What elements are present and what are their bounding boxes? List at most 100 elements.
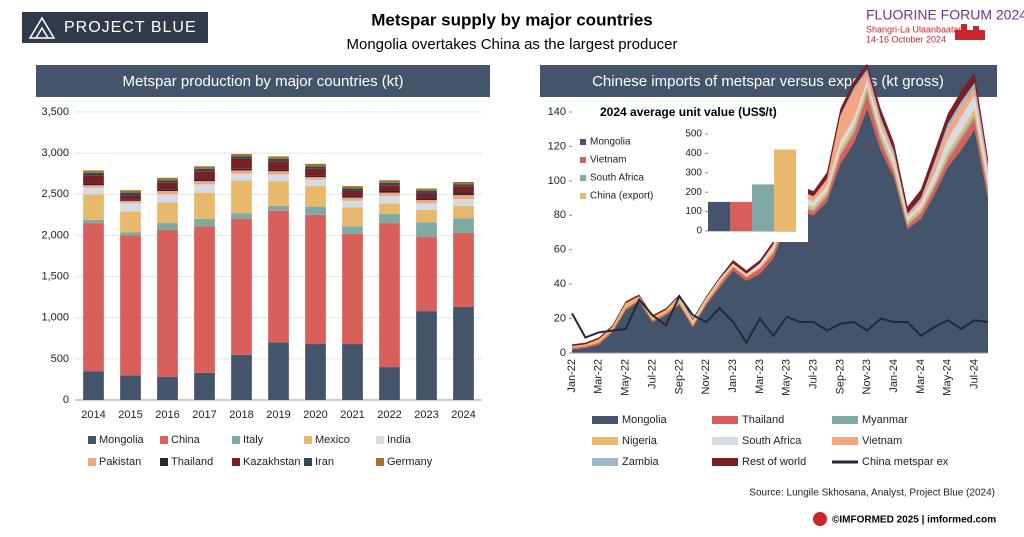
y-tick-label: 2,000	[41, 229, 69, 241]
bar-segment	[157, 223, 178, 230]
line	[571, 294, 989, 345]
legend-label: Kazakhstan	[243, 456, 300, 468]
legend-swatch	[580, 139, 586, 145]
bar-segment	[416, 200, 437, 204]
bar-segment	[342, 226, 363, 234]
bar-segment	[453, 232, 474, 308]
y-tick-label: 100	[548, 175, 566, 187]
bar-segment	[453, 195, 474, 200]
y-tick-label: 80	[554, 209, 566, 221]
bar-segment	[120, 199, 141, 201]
x-tick-label: Nov-23	[861, 359, 873, 394]
bar-segment	[120, 235, 141, 376]
y-tick-label: 0	[63, 394, 69, 406]
y-tick-label: 40	[554, 278, 566, 290]
y-tick-label: 1,000	[41, 312, 69, 324]
bar-segment	[453, 218, 474, 233]
bar-segment	[157, 189, 178, 191]
bar-segment	[379, 180, 400, 183]
y-tick-label: 500	[51, 353, 69, 365]
legend-label: Italy	[243, 434, 264, 446]
bar	[774, 149, 796, 231]
bar-segment	[194, 372, 215, 400]
y-tick-label: 60	[554, 244, 566, 256]
bar-segment	[305, 179, 326, 187]
x-tick-label: Jan-24	[888, 359, 900, 393]
bar-segment	[416, 237, 437, 312]
legend-swatch	[592, 437, 618, 445]
bar-segment	[379, 190, 400, 193]
legend-label: Rest of world	[742, 456, 806, 468]
bar-segment	[342, 188, 363, 191]
bar-segment	[305, 177, 326, 180]
bar-segment	[416, 209, 437, 223]
legend-label: Nigeria	[622, 435, 658, 447]
bar-segment	[231, 180, 252, 214]
bar-segment	[416, 198, 437, 201]
bar-segment	[453, 184, 474, 187]
legend-label: Myanmar	[862, 414, 908, 426]
x-tick-label: Jul-22	[646, 359, 658, 389]
bar-segment	[379, 195, 400, 204]
legend-swatch	[580, 157, 586, 163]
bar-segment	[379, 192, 400, 196]
x-tick-label: Mar-24	[915, 359, 927, 394]
bar	[752, 184, 774, 231]
bar-segment	[416, 190, 437, 194]
bar-segment	[379, 367, 400, 400]
x-tick-label: May-22	[620, 359, 632, 396]
bar-segment	[157, 180, 178, 183]
legend-swatch	[580, 175, 586, 181]
bar-segment	[453, 186, 474, 194]
bar-segment	[120, 190, 141, 193]
bar-segment	[157, 182, 178, 190]
bar-segment	[305, 166, 326, 169]
y-tick-label: 3,000	[41, 147, 69, 159]
legend-swatch	[88, 436, 96, 444]
legend-swatch	[832, 416, 858, 424]
legend-label: Mongolia	[590, 137, 631, 148]
bar-segment	[120, 211, 141, 233]
legend-label: Vietnam	[590, 155, 627, 166]
bar-segment	[379, 185, 400, 191]
y-tick-label: 300	[685, 167, 702, 178]
legend-swatch	[88, 458, 96, 466]
legend-label: China (export)	[590, 191, 653, 202]
bar-segment	[268, 181, 289, 206]
y-tick-label: 1,500	[41, 270, 69, 282]
credit: ©IMFORMED 2025 | imformed.com	[832, 515, 996, 526]
bar-segment	[268, 169, 289, 172]
bar-segment	[342, 190, 363, 196]
panel-title: Chinese imports of metspar versus export…	[592, 73, 944, 90]
x-tick-label: 2016	[155, 409, 179, 421]
y-tick-label: 400	[685, 148, 702, 159]
x-tick-label: 2017	[192, 409, 216, 421]
legend-swatch	[580, 193, 586, 199]
bar-segment	[194, 226, 215, 373]
bar-segment	[268, 210, 289, 343]
bar-segment	[305, 163, 326, 167]
x-tick-label: Jul-24	[968, 359, 980, 389]
legend-swatch	[712, 458, 738, 466]
bar-segment	[305, 344, 326, 400]
x-tick-label: 2022	[377, 409, 401, 421]
legend-swatch	[160, 436, 168, 444]
legend-label: Thailand	[171, 456, 213, 468]
bar-segment	[342, 344, 363, 400]
legend-swatch	[304, 436, 312, 444]
bar-segment	[120, 195, 141, 200]
legend-swatch	[304, 458, 312, 466]
bar-segment	[379, 214, 400, 224]
legend-label: China	[171, 434, 201, 446]
bar-segment	[416, 193, 437, 199]
y-tick-label: 500	[685, 129, 702, 140]
subtitle: Mongolia overtakes China as the largest …	[346, 36, 677, 53]
bar-segment	[83, 223, 104, 372]
x-tick-label: Nov-22	[700, 359, 712, 394]
bar-segment	[305, 175, 326, 178]
bar-segment	[83, 194, 104, 220]
legend-label: Mongolia	[99, 434, 145, 446]
x-tick-label: Jan-22	[566, 359, 578, 393]
bar-segment	[157, 229, 178, 377]
bar-segment	[305, 206, 326, 215]
